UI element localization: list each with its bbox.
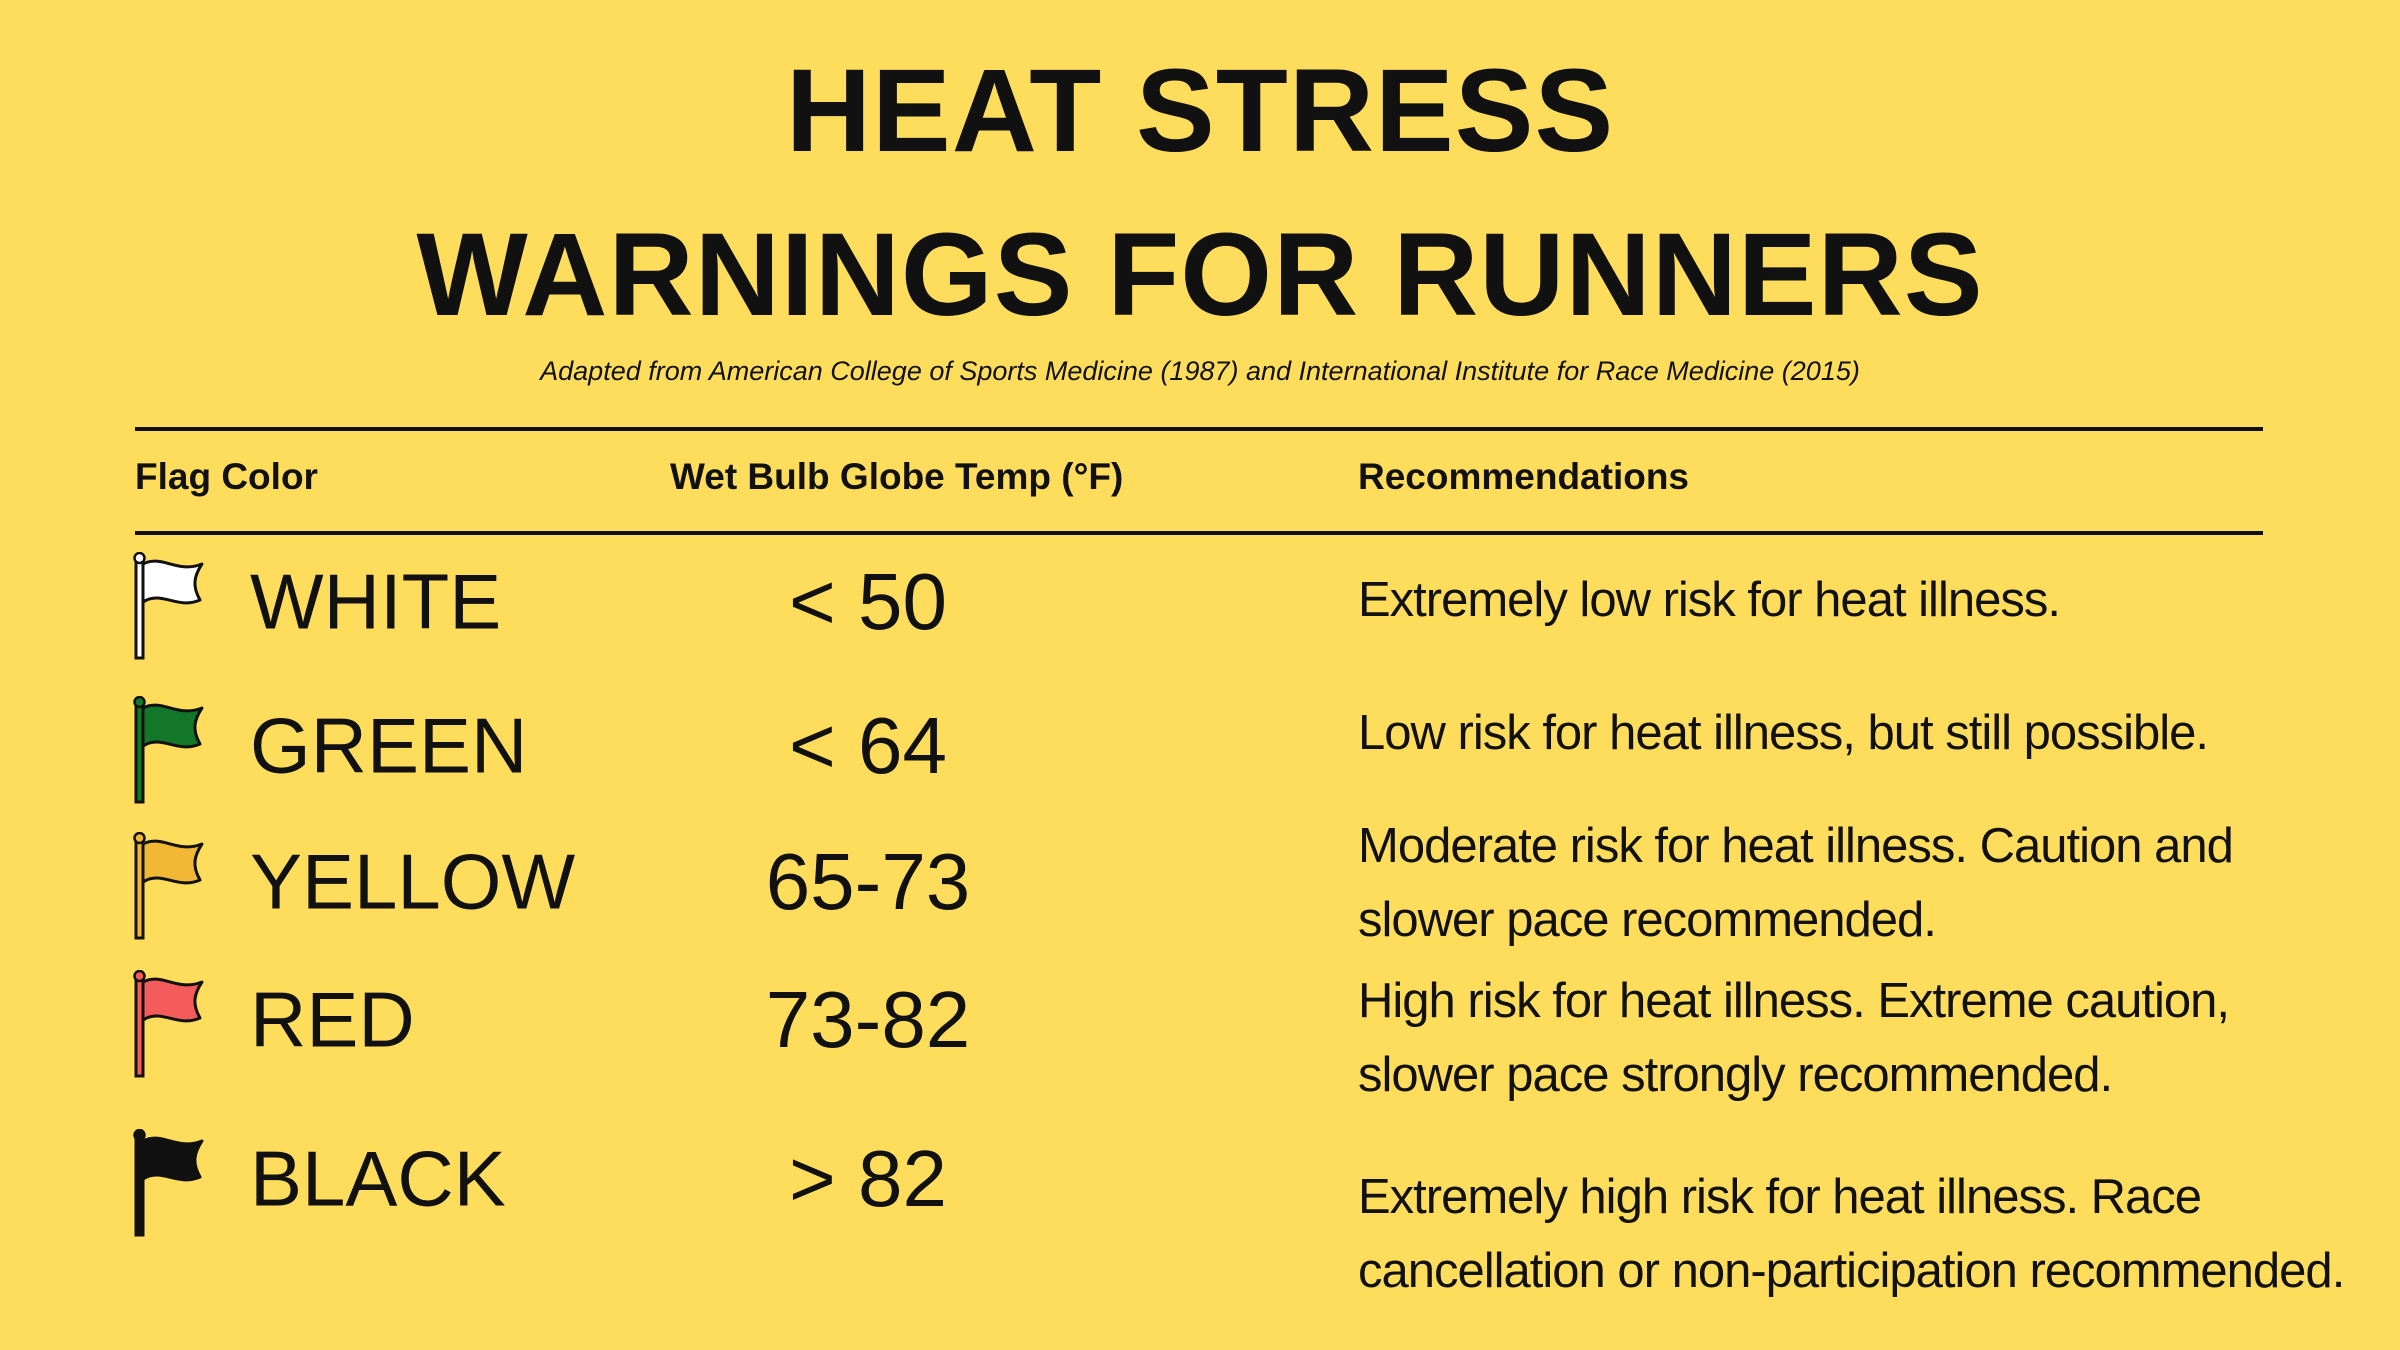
wbgt-range: 73-82	[765, 975, 971, 1064]
recommendation: Low risk for heat illness, but still pos…	[1358, 706, 2209, 760]
flag-cloth	[141, 703, 204, 749]
flag-color-name: GREEN	[250, 701, 528, 790]
rule	[135, 427, 2263, 431]
flag-cloth	[141, 559, 204, 605]
recommendation: Extremely high risk for heat illness. Ra…	[1358, 1170, 2345, 1298]
column-header: Flag Color	[135, 456, 318, 497]
recommendation: High risk for heat illness. Extreme caut…	[1358, 974, 2230, 1102]
flag-knob	[133, 970, 146, 983]
flag-knob	[133, 832, 146, 845]
title-line: WARNINGS FOR RUNNERS	[416, 209, 1984, 341]
title-line: HEAT STRESS	[785, 45, 1615, 177]
flag-icon	[133, 696, 204, 804]
subtitle: Adapted from American College of Sports …	[540, 356, 1860, 386]
wbgt-range: < 50	[789, 557, 947, 646]
wbgt-range: > 82	[789, 1134, 947, 1223]
flag-color-name: YELLOW	[250, 837, 576, 926]
flag-color-name: WHITE	[250, 557, 502, 646]
recommendation: Moderate risk for heat illness. Caution …	[1358, 819, 2234, 947]
flag-knob	[133, 696, 146, 709]
rule	[135, 531, 2263, 535]
flag-color-name: RED	[250, 975, 415, 1064]
wbgt-range: 65-73	[765, 837, 971, 926]
column-header: Recommendations	[1358, 456, 1690, 497]
flag-knob	[133, 1129, 146, 1142]
flag-icon	[133, 832, 204, 940]
flag-icon	[133, 552, 204, 660]
flag-cloth	[141, 1136, 204, 1182]
flag-icon	[133, 970, 204, 1078]
flag-icon	[133, 1129, 204, 1237]
flag-cloth	[141, 839, 204, 885]
column-header: Wet Bulb Globe Temp (°F)	[670, 456, 1124, 497]
flag-color-name: BLACK	[250, 1134, 506, 1223]
wbgt-range: < 64	[789, 701, 947, 790]
flag-cloth	[141, 977, 204, 1023]
recommendation: Extremely low risk for heat illness.	[1358, 573, 2061, 627]
flag-knob	[133, 552, 146, 565]
